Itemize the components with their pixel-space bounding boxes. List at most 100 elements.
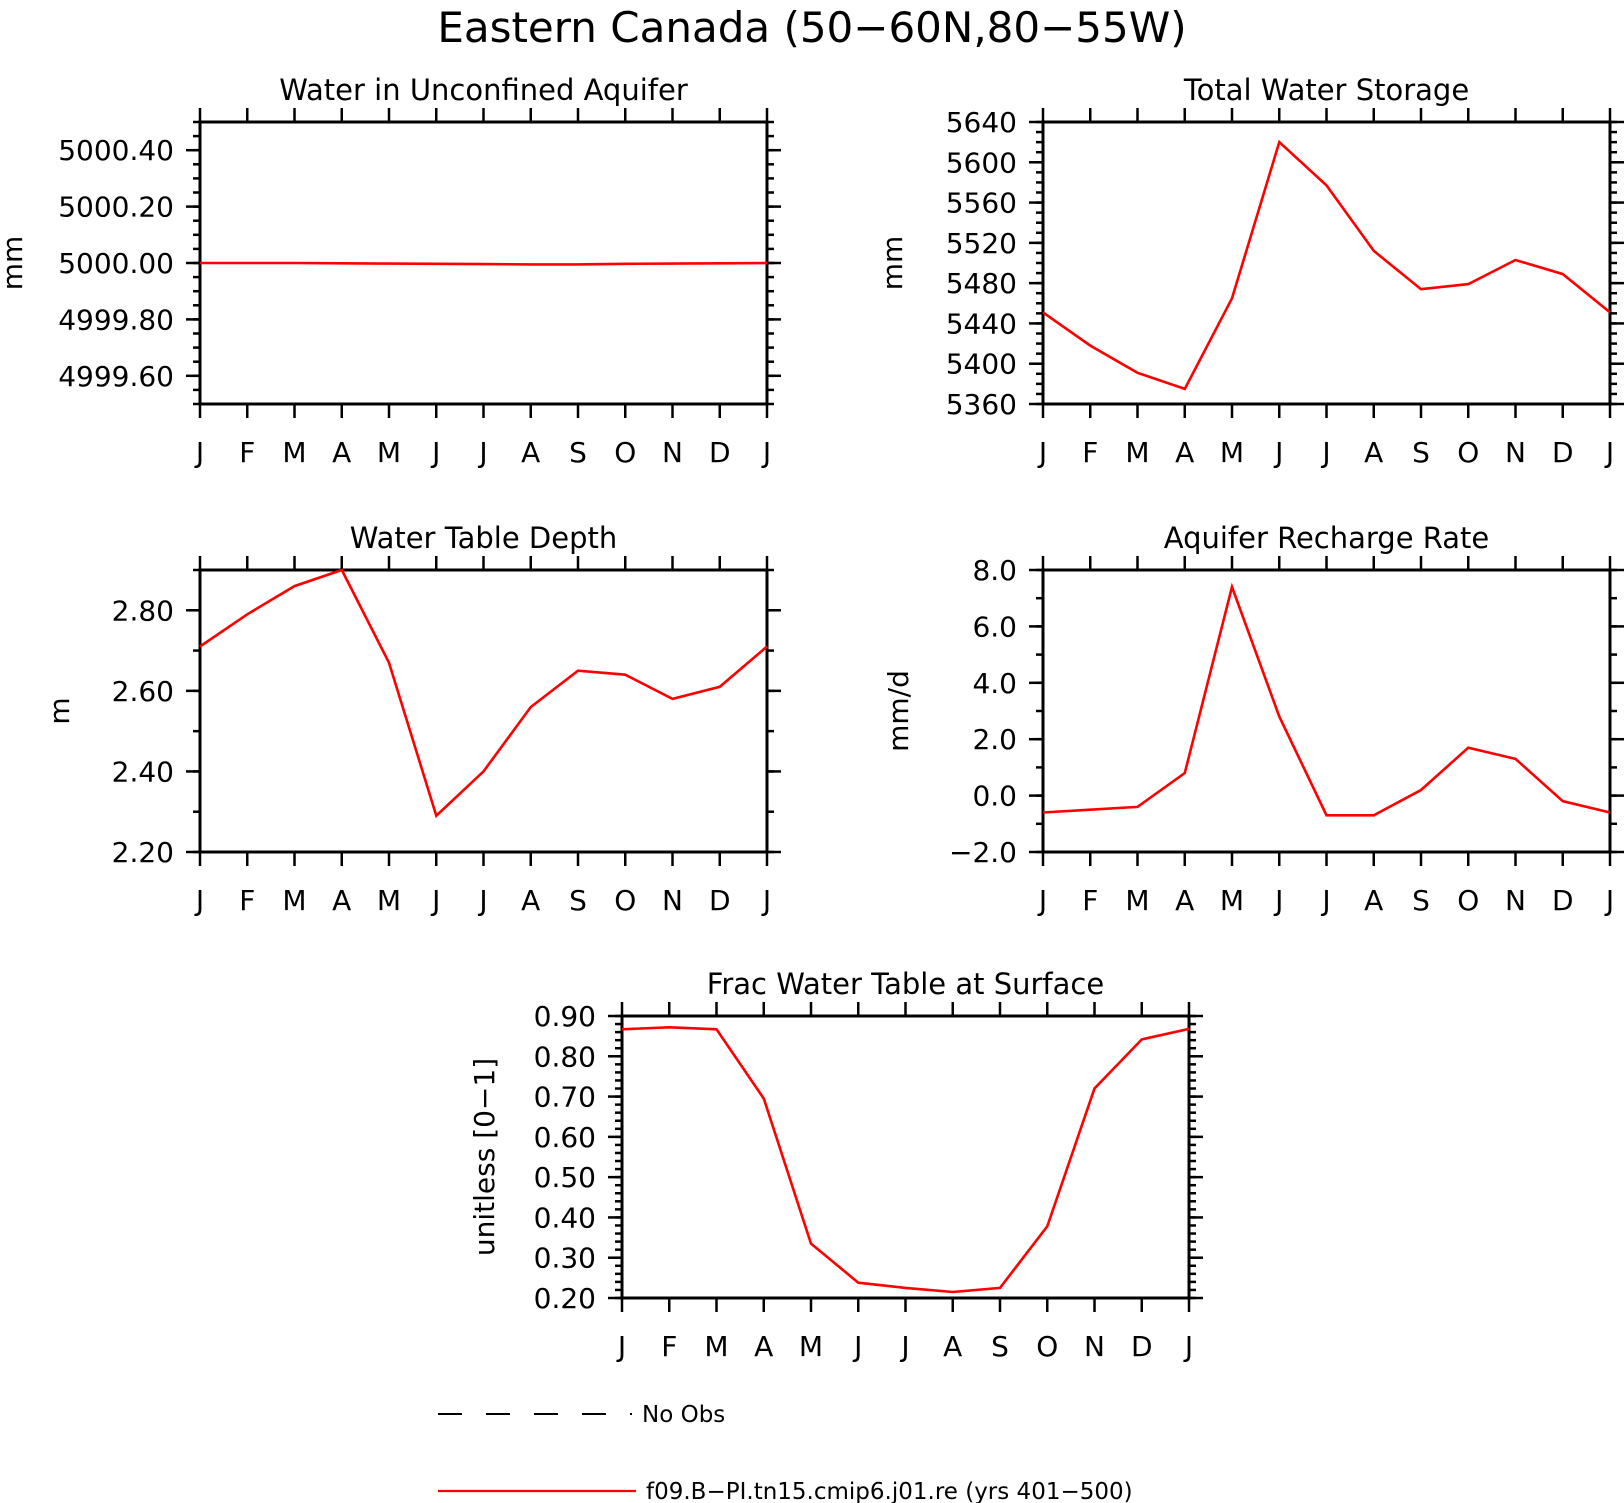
aquifer-recharge-rate-xtick-label: A bbox=[1175, 884, 1194, 917]
frac-water-table-surface-ytick-label: 0.70 bbox=[534, 1081, 596, 1114]
aquifer-recharge-rate-ytick-label: 4.0 bbox=[972, 667, 1017, 700]
frac-water-table-surface-xtick-label: F bbox=[661, 1330, 677, 1363]
frac-water-table-surface-xtick-label: M bbox=[704, 1330, 728, 1363]
frac-water-table-surface-ytick-label: 0.30 bbox=[534, 1242, 596, 1275]
water-unconfined-aquifer-xtick-label: M bbox=[377, 436, 401, 469]
water-unconfined-aquifer-ytick-label: 5000.20 bbox=[58, 191, 174, 224]
frac-water-table-surface-ytick-label: 0.20 bbox=[534, 1282, 596, 1315]
frac-water-table-surface-xtick-label: J bbox=[899, 1330, 909, 1363]
water-unconfined-aquifer-xtick-label: S bbox=[569, 436, 587, 469]
aquifer-recharge-rate-xtick-label: J bbox=[1320, 884, 1330, 917]
water-unconfined-aquifer-ytick-label: 4999.60 bbox=[58, 360, 174, 393]
frac-water-table-surface-title: Frac Water Table at Surface bbox=[707, 967, 1104, 1001]
total-water-storage-ytick-label: 5400 bbox=[946, 348, 1017, 381]
water-unconfined-aquifer-xtick-label: M bbox=[282, 436, 306, 469]
frac-water-table-surface-plot-frame bbox=[620, 1014, 1191, 1300]
water-table-depth-title: Water Table Depth bbox=[350, 521, 618, 555]
total-water-storage-xtick-label: J bbox=[1273, 436, 1283, 469]
legend-label-model: f09.B−PI.tn15.cmip6.j01.re (yrs 401−500) bbox=[646, 1479, 1133, 1503]
aquifer-recharge-rate-ytick-label: 8.0 bbox=[972, 554, 1017, 587]
water-table-depth-plot-frame bbox=[198, 568, 769, 854]
total-water-storage-xtick-label: O bbox=[1457, 436, 1479, 469]
frac-water-table-surface-ytick-label: 0.60 bbox=[534, 1121, 596, 1154]
water-unconfined-aquifer-series-line bbox=[200, 261, 768, 266]
total-water-storage-series-line bbox=[1042, 139, 1611, 391]
frac-water-table-surface-xtick-label: N bbox=[1084, 1330, 1105, 1363]
water-table-depth-xtick-label: D bbox=[709, 884, 731, 917]
water-table-depth-xtick-label: A bbox=[521, 884, 540, 917]
aquifer-recharge-rate-series-line bbox=[1042, 582, 1611, 817]
water-table-depth-xtick-label: A bbox=[332, 884, 351, 917]
total-water-storage-ytick-label: 5520 bbox=[946, 227, 1017, 260]
frac-water-table-surface-xtick-label: J bbox=[852, 1330, 862, 1363]
frac-water-table-surface-xtick-label: M bbox=[799, 1330, 823, 1363]
total-water-storage-xtick-label: J bbox=[1037, 436, 1047, 469]
total-water-storage-ytick-label: 5480 bbox=[946, 267, 1017, 300]
water-table-depth-xtick-label: M bbox=[377, 884, 401, 917]
aquifer-recharge-rate-xtick-label: D bbox=[1552, 884, 1574, 917]
total-water-storage-xtick-label: A bbox=[1175, 436, 1194, 469]
water-table-depth-xtick-label: J bbox=[430, 884, 440, 917]
water-unconfined-aquifer-xtick-label: A bbox=[521, 436, 540, 469]
water-unconfined-aquifer-xtick-label: J bbox=[477, 436, 487, 469]
aquifer-recharge-rate-title: Aquifer Recharge Rate bbox=[1164, 521, 1490, 555]
frac-water-table-surface-xtick-label: O bbox=[1036, 1330, 1058, 1363]
aquifer-recharge-rate-xtick-label: J bbox=[1604, 884, 1614, 917]
aquifer-recharge-rate-ytick-label: 6.0 bbox=[972, 610, 1017, 643]
water-table-depth-xtick-label: M bbox=[282, 884, 306, 917]
water-table-depth-xtick-label: J bbox=[477, 884, 487, 917]
frac-water-table-surface-xtick-label: A bbox=[943, 1330, 962, 1363]
total-water-storage-xtick-label: M bbox=[1125, 436, 1149, 469]
legend-label-no-obs: No Obs bbox=[642, 1402, 725, 1428]
water-unconfined-aquifer-xtick-label: D bbox=[709, 436, 731, 469]
total-water-storage-xtick-label: J bbox=[1604, 436, 1614, 469]
water-unconfined-aquifer-xtick-label: A bbox=[332, 436, 351, 469]
water-table-depth-ytick-label: 2.40 bbox=[112, 755, 174, 788]
aquifer-recharge-rate-ytick-label: 0.0 bbox=[972, 780, 1017, 813]
total-water-storage-xtick-label: F bbox=[1082, 436, 1098, 469]
total-water-storage-ytick-label: 5560 bbox=[946, 187, 1017, 220]
water-unconfined-aquifer-ytick-label: 5000.00 bbox=[58, 247, 174, 280]
frac-water-table-surface-ytick-label: 0.80 bbox=[534, 1040, 596, 1073]
water-unconfined-aquifer-title: Water in Unconfined Aquifer bbox=[279, 73, 688, 107]
frac-water-table-surface-xtick-label: A bbox=[754, 1330, 773, 1363]
figure-title: Eastern Canada (50−60N,80−55W) bbox=[437, 3, 1186, 52]
water-table-depth-xtick-label: J bbox=[761, 884, 771, 917]
aquifer-recharge-rate-xtick-label: A bbox=[1364, 884, 1383, 917]
total-water-storage-xtick-label: S bbox=[1412, 436, 1430, 469]
water-table-depth-ytick-label: 2.60 bbox=[112, 675, 174, 708]
water-unconfined-aquifer-ylabel: mm bbox=[0, 236, 29, 291]
total-water-storage-ytick-label: 5360 bbox=[946, 388, 1017, 421]
water-table-depth-xtick-label: S bbox=[569, 884, 587, 917]
aquifer-recharge-rate-plot-frame bbox=[1041, 568, 1612, 854]
frac-water-table-surface-xtick-label: S bbox=[991, 1330, 1009, 1363]
aquifer-recharge-rate-xtick-label: M bbox=[1220, 884, 1244, 917]
water-unconfined-aquifer-ytick-label: 5000.40 bbox=[58, 134, 174, 167]
frac-water-table-surface-xtick-label: J bbox=[616, 1330, 626, 1363]
total-water-storage-ytick-label: 5600 bbox=[946, 146, 1017, 179]
frac-water-table-surface-ytick-label: 0.50 bbox=[534, 1161, 596, 1194]
frac-water-table-surface-ytick-label: 0.90 bbox=[534, 1000, 596, 1033]
frac-water-table-surface-xtick-label: J bbox=[1183, 1330, 1193, 1363]
aquifer-recharge-rate-ytick-label: −2.0 bbox=[949, 836, 1017, 869]
water-unconfined-aquifer-xtick-label: N bbox=[662, 436, 683, 469]
aquifer-recharge-rate-xtick-label: M bbox=[1125, 884, 1149, 917]
total-water-storage-xtick-label: D bbox=[1552, 436, 1574, 469]
aquifer-recharge-rate-xtick-label: F bbox=[1082, 884, 1098, 917]
frac-water-table-surface-ylabel: unitless [0−1] bbox=[468, 1058, 501, 1256]
total-water-storage-ylabel: mm bbox=[876, 236, 909, 291]
total-water-storage-xtick-label: M bbox=[1220, 436, 1244, 469]
water-unconfined-aquifer-xtick-label: O bbox=[614, 436, 636, 469]
water-table-depth-xtick-label: J bbox=[194, 884, 204, 917]
water-table-depth-xtick-label: F bbox=[239, 884, 255, 917]
water-table-depth-series-line bbox=[199, 568, 768, 819]
water-unconfined-aquifer-xtick-label: J bbox=[194, 436, 204, 469]
aquifer-recharge-rate-xtick-label: S bbox=[1412, 884, 1430, 917]
frac-water-table-surface-ytick-label: 0.40 bbox=[534, 1201, 596, 1234]
